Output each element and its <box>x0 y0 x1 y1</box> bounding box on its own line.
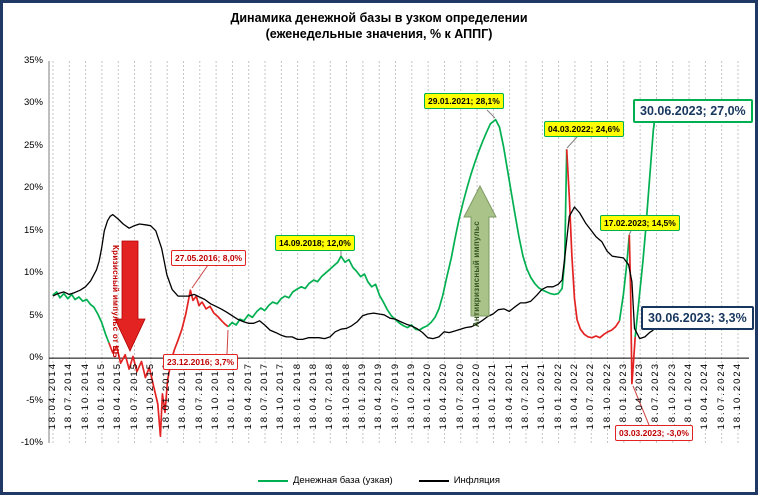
x-axis-label: 18.10.2019 <box>405 362 417 430</box>
x-axis-label: 18.04.2016 <box>177 362 189 430</box>
chart-title-line1: Динамика денежной базы в узком определен… <box>230 11 528 25</box>
y-axis-label: 25% <box>23 139 43 151</box>
callout-final-money-base: 30.06.2023; 27,0% <box>633 99 753 123</box>
x-axis-label: 18.07.2016 <box>193 362 205 430</box>
x-axis-label: 18.07.2014 <box>63 362 75 430</box>
money-base-line <box>108 289 229 438</box>
x-axis-label: 18.04.2022 <box>568 362 580 430</box>
callout-leader-line <box>486 109 496 119</box>
x-axis-label: 18.04.2019 <box>373 362 385 430</box>
x-axis-label: 18.07.2019 <box>389 362 401 430</box>
x-axis-label: 18.04.2023 <box>634 362 646 430</box>
x-axis-label: 18.04.2021 <box>503 362 515 430</box>
callout-low-2016: 23.12.2016; 3,7% <box>163 354 239 370</box>
money-base-line <box>565 149 621 339</box>
callout-leader-line <box>566 136 578 149</box>
x-axis-label: 18.01.2019 <box>356 362 368 430</box>
x-axis-label: 18.01.2022 <box>552 362 564 430</box>
callout-final-inflation: 30.06.2023; 3,3% <box>641 306 754 330</box>
money-base-line <box>227 118 568 331</box>
inflation-line <box>52 206 654 341</box>
x-axis-label: 18.10.2018 <box>340 362 352 430</box>
x-axis-label: 18.07.2015 <box>128 362 140 430</box>
callout-peak-2018: 14.09.2018; 12,0% <box>275 235 355 251</box>
callout-spike-2023: 17.02.2023; 14,5% <box>600 215 680 231</box>
callout-leader-line <box>226 329 229 355</box>
x-axis-label: 18.01.2017 <box>226 362 238 430</box>
x-axis-label: 18.04.2017 <box>242 362 254 430</box>
x-axis-label: 18.01.2021 <box>487 362 499 430</box>
x-axis-label: 18.07.2018 <box>324 362 336 430</box>
y-axis-label: 15% <box>23 224 43 236</box>
chart-title: Динамика денежной базы в узком определен… <box>3 10 755 42</box>
y-axis-label: 20% <box>23 182 43 194</box>
x-axis-label: 18.10.2015 <box>144 362 156 430</box>
x-axis-label: 18.04.2018 <box>307 362 319 430</box>
y-axis-label: 5% <box>29 309 43 321</box>
x-axis-label: 18.10.2023 <box>666 362 678 430</box>
callout-low-2023: 03.03.2023; -3,0% <box>615 425 693 441</box>
x-axis-label: 18.10.2021 <box>536 362 548 430</box>
x-axis-label: 18.07.2022 <box>585 362 597 430</box>
y-axis-label: 10% <box>23 267 43 279</box>
crisis-arrow-label: Кризисный импульс от ЦБ <box>111 245 120 358</box>
legend-label-money-base: Денежная база (узкая) <box>293 475 393 486</box>
x-axis-label: 18.01.2018 <box>291 362 303 430</box>
legend-swatch-inflation <box>418 479 449 482</box>
legend-item-money-base: Денежная база (узкая) <box>258 475 393 486</box>
callout-leader-line <box>191 264 209 289</box>
x-axis-label: 18.04.2015 <box>112 362 124 430</box>
crisis-down-arrow <box>114 240 146 352</box>
x-axis-label: 18.10.2017 <box>275 362 287 430</box>
y-axis-label: 30% <box>23 97 43 109</box>
legend-swatch-money-base <box>258 479 288 482</box>
y-axis-label: -10% <box>20 437 43 448</box>
callout-leader-line <box>628 230 632 236</box>
x-axis-label: 18.07.2024 <box>715 362 727 430</box>
x-axis-label: 18.10.2016 <box>210 362 222 430</box>
callout-peak-2021: 29.01.2021; 28,1% <box>424 93 504 109</box>
x-axis-label: 18.10.2020 <box>471 362 483 430</box>
x-axis-label: 18.04.2024 <box>699 362 711 430</box>
x-axis-label: 18.04.2014 <box>47 362 58 430</box>
legend-label-inflation: Инфляция <box>453 475 500 486</box>
legend: Денежная база (узкая) Инфляция <box>3 475 755 486</box>
x-axis-label: 18.07.2017 <box>259 362 271 430</box>
anticrisis-up-arrow <box>463 184 497 317</box>
y-axis-label: -5% <box>26 394 43 406</box>
x-axis-label: 18.07.2021 <box>519 362 531 430</box>
callout-peak-2016: 27.05.2016; 8,0% <box>171 250 247 266</box>
money-base-line <box>52 291 110 344</box>
callout-peak-2022: 04.03.2022; 24,6% <box>544 121 624 137</box>
x-axis-label: 18.07.2020 <box>454 362 466 430</box>
x-axis-label: 18.04.2020 <box>438 362 450 430</box>
y-axis-label: 35% <box>23 55 43 66</box>
x-axis-label: 18.01.2024 <box>683 362 695 430</box>
anticrisis-arrow-label: Антикризисный импульс <box>472 221 481 328</box>
x-axis-label: 18.07.2023 <box>650 362 662 430</box>
x-axis-label: 18.01.2015 <box>95 362 107 430</box>
y-axis-label: 0% <box>29 352 43 364</box>
x-axis-label: 18.01.2016 <box>161 362 173 430</box>
x-axis-label: 18.10.2022 <box>601 362 613 430</box>
chart-canvas <box>48 61 749 443</box>
x-axis-label: 18.10.2024 <box>732 362 743 430</box>
money-base-line <box>634 128 655 337</box>
x-axis-label: 18.01.2020 <box>422 362 434 430</box>
money-base-line <box>618 234 631 321</box>
x-axis-label: 18.10.2014 <box>79 362 91 430</box>
callout-leader-line <box>632 385 650 426</box>
chart-title-line2: (еженедельные значения, % к АППГ) <box>265 27 493 41</box>
x-axis-label: 18.01.2023 <box>617 362 629 430</box>
legend-item-inflation: Инфляция <box>418 475 500 486</box>
